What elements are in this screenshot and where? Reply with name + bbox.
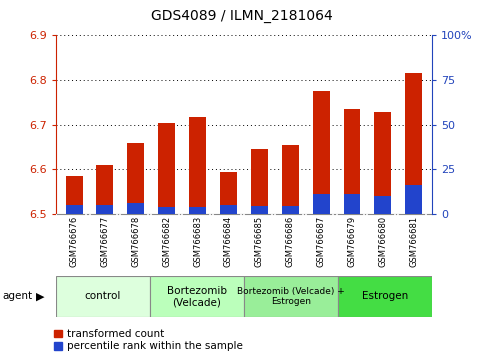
Text: Bortezomib
(Velcade): Bortezomib (Velcade): [167, 286, 227, 307]
Text: Bortezomib (Velcade) +
Estrogen: Bortezomib (Velcade) + Estrogen: [237, 287, 345, 306]
Bar: [405, 73, 422, 214]
Bar: [158, 207, 175, 214]
Bar: [282, 145, 298, 214]
Bar: [220, 205, 237, 214]
Bar: [251, 206, 268, 214]
Bar: [405, 185, 422, 214]
Bar: [66, 176, 83, 214]
Bar: [343, 194, 360, 214]
Text: agent: agent: [2, 291, 32, 302]
Bar: [220, 172, 237, 214]
Text: GSM766684: GSM766684: [224, 216, 233, 267]
Bar: [343, 109, 360, 214]
Text: GSM766685: GSM766685: [255, 216, 264, 267]
Bar: [189, 117, 206, 214]
Bar: [251, 149, 268, 214]
Text: GSM766679: GSM766679: [347, 216, 356, 267]
Bar: [97, 205, 114, 214]
Bar: [150, 276, 244, 317]
Bar: [313, 194, 329, 214]
Bar: [97, 165, 114, 214]
Bar: [282, 206, 298, 214]
Bar: [189, 207, 206, 214]
Text: GSM766681: GSM766681: [409, 216, 418, 267]
Text: GSM766678: GSM766678: [131, 216, 141, 267]
Text: GSM766680: GSM766680: [378, 216, 387, 267]
Text: GSM766687: GSM766687: [317, 216, 326, 267]
Text: GDS4089 / ILMN_2181064: GDS4089 / ILMN_2181064: [151, 9, 332, 23]
Text: GSM766682: GSM766682: [162, 216, 171, 267]
Text: ▶: ▶: [36, 291, 45, 302]
Text: GSM766683: GSM766683: [193, 216, 202, 267]
Bar: [128, 203, 144, 214]
Bar: [338, 276, 432, 317]
Text: Estrogen: Estrogen: [362, 291, 408, 302]
Bar: [313, 91, 329, 214]
Bar: [374, 112, 391, 214]
Text: control: control: [85, 291, 121, 302]
Bar: [56, 276, 150, 317]
Bar: [244, 276, 338, 317]
Bar: [374, 196, 391, 214]
Legend: transformed count, percentile rank within the sample: transformed count, percentile rank withi…: [54, 329, 243, 351]
Bar: [128, 143, 144, 214]
Bar: [158, 122, 175, 214]
Text: GSM766686: GSM766686: [286, 216, 295, 267]
Text: GSM766676: GSM766676: [70, 216, 79, 267]
Bar: [66, 205, 83, 214]
Text: GSM766677: GSM766677: [100, 216, 110, 267]
